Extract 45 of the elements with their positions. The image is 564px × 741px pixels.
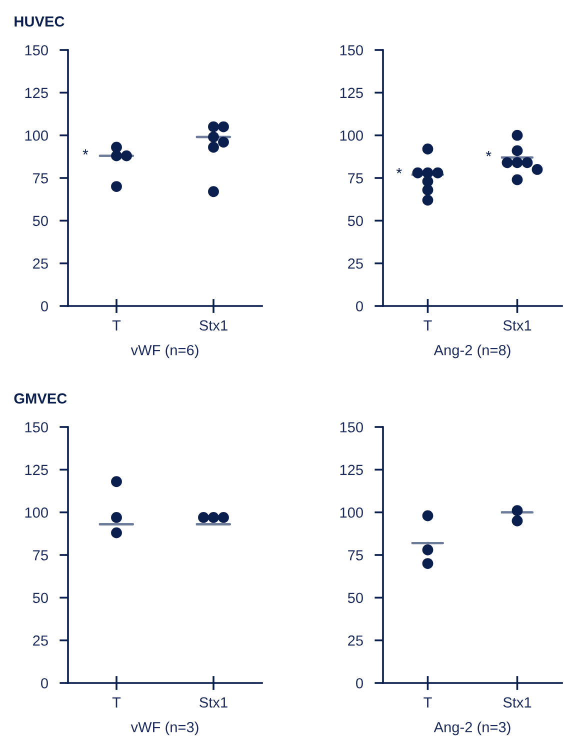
y-tick-label: 125 xyxy=(25,88,48,98)
y-tick-label: 125 xyxy=(340,88,363,98)
x-tick-label: Stx1 xyxy=(200,320,228,331)
y-tick-label: 50 xyxy=(348,592,363,604)
y-tick-label: 125 xyxy=(340,464,363,476)
y-tick-label: 50 xyxy=(32,592,48,604)
annotation: * xyxy=(486,150,492,156)
y-tick-label: 0 xyxy=(41,678,48,688)
y-tick-label: 25 xyxy=(33,258,48,269)
x-tick-label: Stx1 xyxy=(503,320,532,331)
chart-title: HUVEC xyxy=(14,16,64,27)
y-tick-label: 0 xyxy=(356,301,363,312)
y-tick-label: 100 xyxy=(25,130,48,141)
x-tick-label: T xyxy=(112,320,121,330)
y-tick-label: 150 xyxy=(25,45,48,56)
x-axis-title: Ang-2 (n=8) xyxy=(434,344,510,358)
y-tick-label: 100 xyxy=(25,507,48,518)
y-tick-label: 150 xyxy=(25,422,48,432)
chart-title: GMVEC xyxy=(14,393,67,404)
y-tick-label: 150 xyxy=(340,45,363,56)
y-tick-label: 75 xyxy=(348,173,363,184)
y-tick-label: 75 xyxy=(33,550,48,560)
y-tick-label: 0 xyxy=(356,678,363,688)
x-tick-label: T xyxy=(424,697,432,708)
x-tick-label: T xyxy=(424,320,432,330)
annotation: * xyxy=(396,168,402,174)
y-tick-label: 50 xyxy=(32,216,48,226)
y-tick-label: 25 xyxy=(348,635,363,646)
y-tick-label: 75 xyxy=(348,550,363,560)
y-tick-label: 125 xyxy=(25,464,48,476)
y-tick-label: 100 xyxy=(340,507,363,518)
annotation: * xyxy=(82,149,88,155)
y-tick-label: 25 xyxy=(348,258,363,269)
x-tick-label: T xyxy=(112,697,121,708)
x-axis-title: vWF (n=6) xyxy=(130,344,198,358)
y-tick-label: 100 xyxy=(340,130,363,141)
y-tick-label: 50 xyxy=(348,216,363,226)
y-tick-label: 75 xyxy=(33,173,48,184)
x-axis-title: Ang-2 (n=3) xyxy=(434,722,510,736)
y-tick-label: 0 xyxy=(41,301,48,312)
y-tick-label: 150 xyxy=(340,422,363,432)
x-tick-label: Stx1 xyxy=(503,697,532,708)
x-tick-label: Stx1 xyxy=(200,697,228,708)
y-tick-label: 25 xyxy=(33,635,48,646)
x-axis-title: vWF (n=3) xyxy=(130,722,198,736)
